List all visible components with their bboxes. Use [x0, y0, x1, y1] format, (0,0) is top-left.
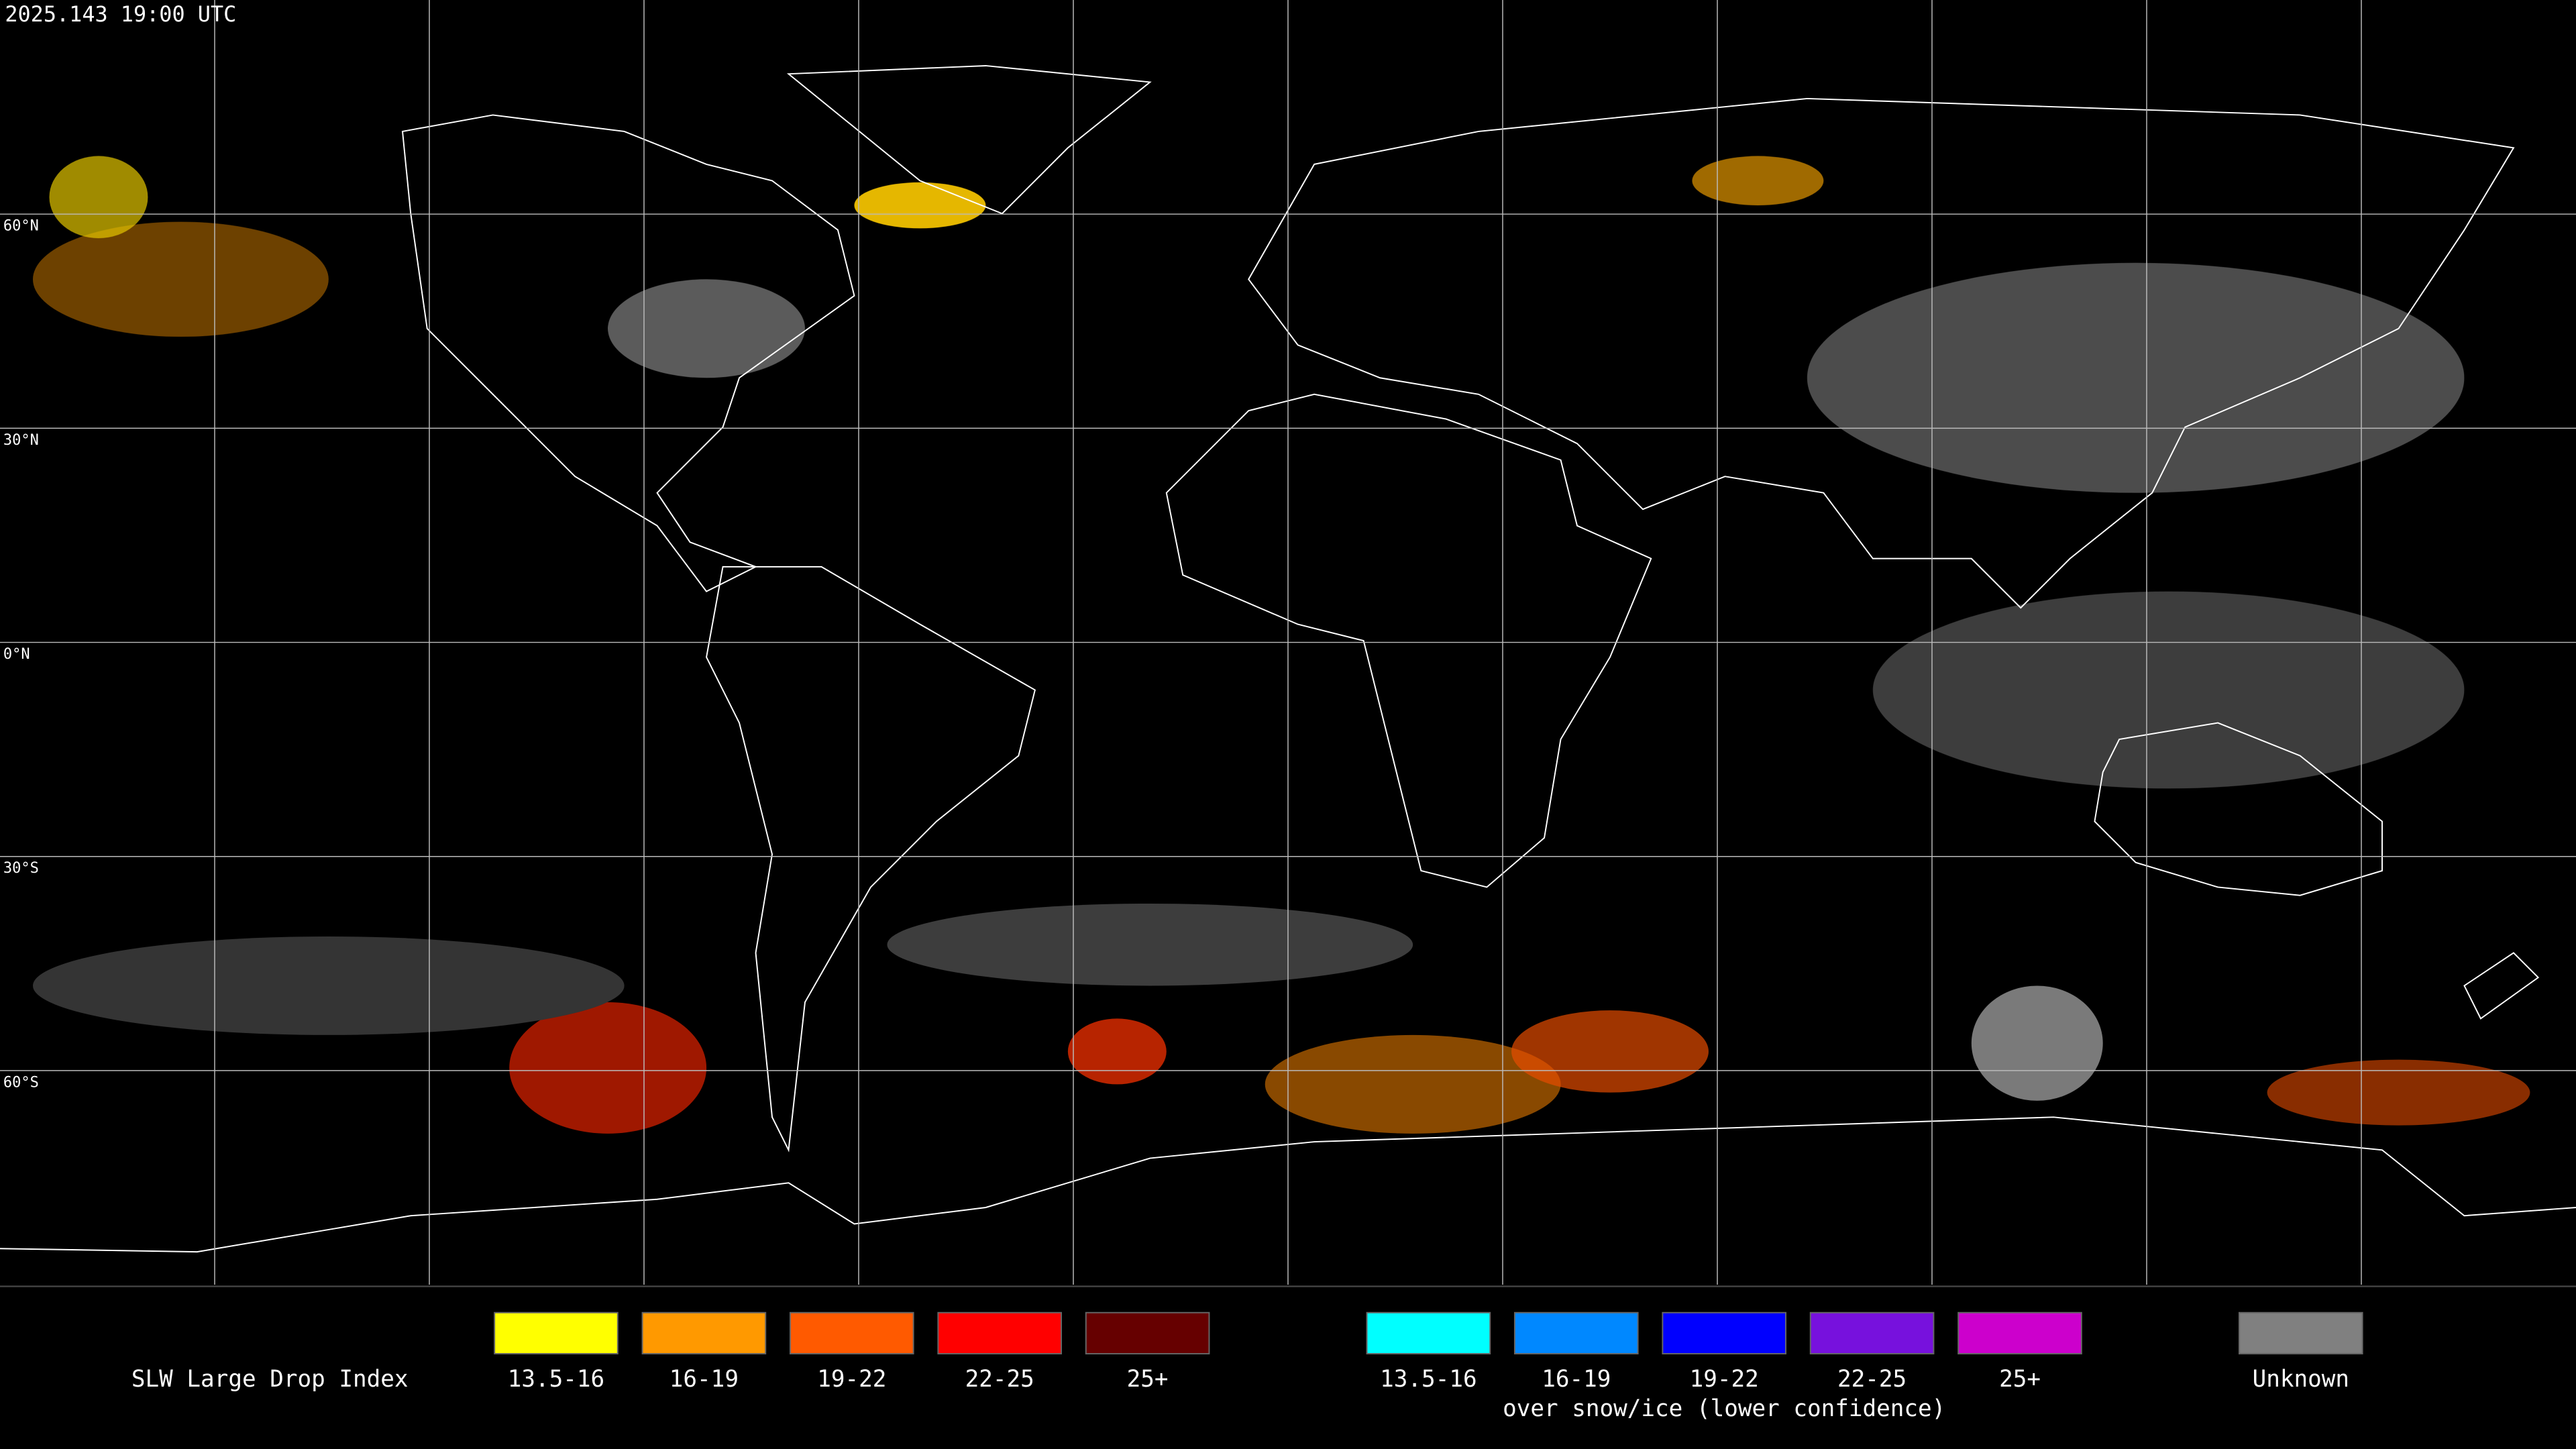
coastline: [2094, 722, 2383, 896]
legend-swatch: [1809, 1311, 1935, 1354]
legend-swatch: [641, 1311, 767, 1354]
legend-label: 22-25: [1837, 1366, 1907, 1393]
cloud-imagery: [32, 156, 2530, 1134]
cloud: [608, 279, 805, 378]
legend-title: SLW Large Drop Index: [131, 1366, 409, 1393]
cloud: [509, 1002, 707, 1134]
legend: 13.5-16 16-19 19-22 22-25 25+ 13.5-16 16-19 19-…: [494, 1311, 2363, 1422]
cloud: [49, 156, 148, 239]
latitude-label: 60°S: [3, 1074, 39, 1091]
legend-label: Unknown: [2253, 1366, 2349, 1393]
timestamp: 2025.143 19:00 UTC: [5, 1, 236, 27]
coastline: [786, 64, 1152, 215]
coastlines: [0, 64, 2576, 1253]
legend-label: 16-19: [1542, 1366, 1611, 1393]
legend-label: 13.5-16: [508, 1366, 604, 1393]
legend-swatch: [1957, 1311, 2082, 1354]
legend-label: 25+: [1999, 1366, 2041, 1393]
legend-swatch: [1662, 1311, 1787, 1354]
cloud: [887, 903, 1413, 986]
legend-swatch: [1366, 1311, 1491, 1354]
legend-label: 13.5-16: [1380, 1366, 1477, 1393]
latitude-label: 0°N: [3, 646, 30, 663]
legend-swatch: [1085, 1311, 1210, 1354]
coastline: [0, 1116, 2576, 1253]
coastline: [401, 114, 855, 592]
latitude-labels: 60°N 30°N 0°N 30°S 60°S: [3, 218, 39, 1091]
cloud: [1872, 591, 2465, 789]
legend-swatch: [2238, 1311, 2363, 1354]
cloud: [2267, 1059, 2530, 1126]
legend-label: 16-19: [669, 1366, 739, 1393]
coastline: [706, 566, 1036, 1152]
coastline: [1248, 97, 2515, 609]
cloud: [1511, 1010, 1709, 1093]
legend-label: 19-22: [817, 1366, 886, 1393]
cloud: [1265, 1034, 1561, 1134]
coastline: [1165, 393, 1652, 888]
graticule: [0, 0, 2576, 1285]
legend-caption: over snow/ice (lower confidence): [1503, 1395, 1945, 1422]
legend-label: 22-25: [965, 1366, 1034, 1393]
cloud: [32, 221, 329, 337]
coastline: [2463, 952, 2540, 1020]
legend-swatch: [494, 1311, 619, 1354]
cloud: [854, 182, 986, 229]
cloud: [1067, 1018, 1167, 1085]
legend-label: 19-22: [1690, 1366, 1759, 1393]
cloud: [1971, 985, 2103, 1101]
legend-panel: [0, 1286, 2576, 1449]
legend-label: 25+: [1127, 1366, 1169, 1393]
legend-swatch: [1513, 1311, 1639, 1354]
cloud: [1807, 262, 2465, 493]
latitude-label: 60°N: [3, 218, 39, 235]
cloud: [1692, 156, 1824, 206]
latitude-label: 30°N: [3, 432, 39, 449]
legend-swatch: [937, 1311, 1063, 1354]
latitude-label: 30°S: [3, 860, 39, 877]
legend-swatch: [789, 1311, 914, 1354]
cloud: [32, 936, 625, 1035]
